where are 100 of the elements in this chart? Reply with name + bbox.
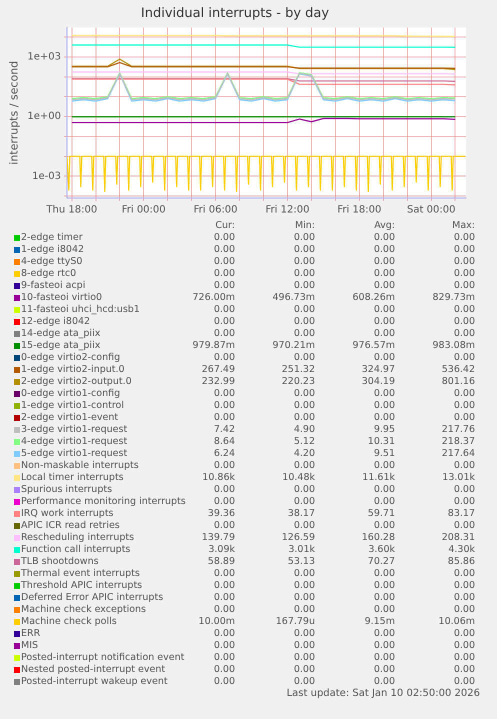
legend-label: TLB shootdowns [21, 556, 99, 568]
legend-label: Machine check exceptions [21, 604, 146, 616]
text: 4.90 [292, 424, 315, 436]
text: 217.76 [440, 424, 475, 436]
legend-label: Performance monitoring interrupts [21, 496, 186, 508]
text: 58.89 [206, 556, 235, 568]
text: 3.01k [287, 544, 315, 556]
text: 0.00 [292, 304, 315, 316]
text: 0.00 [452, 244, 475, 256]
text: Min: [294, 220, 315, 232]
y-tick-label: 1e-03 [32, 170, 61, 182]
text: 0.00 [292, 628, 315, 640]
text: 608.26m [352, 292, 395, 304]
text: 0.00 [292, 268, 315, 280]
text: 0.00 [372, 400, 395, 412]
text: 83.17 [446, 508, 475, 520]
legend-label: 12-edge i8042 [21, 316, 90, 328]
text: 0.00 [372, 484, 395, 496]
text: 0.00 [292, 520, 315, 532]
text: 0.00 [212, 352, 235, 364]
text: 0.00 [372, 412, 395, 424]
text: 983.08m [432, 340, 475, 352]
text: 0.00 [452, 232, 475, 244]
text: 10.31 [366, 436, 395, 448]
text: 126.59 [280, 532, 315, 544]
text: 0.00 [292, 676, 315, 688]
text: 11.61k [361, 472, 395, 484]
text: 0.00 [452, 412, 475, 424]
text: 4.20 [292, 448, 315, 460]
text: 0.00 [292, 412, 315, 424]
text: 0.00 [292, 388, 315, 400]
legend-label: 1-edge i8042 [21, 244, 84, 256]
text: 0.00 [452, 568, 475, 580]
text: 139.79 [200, 532, 235, 544]
legend-label: Posted-interrupt notification event [21, 652, 184, 664]
text: 0.00 [292, 664, 315, 676]
text: 0.00 [372, 568, 395, 580]
text: 0.00 [292, 256, 315, 268]
legend-label: 15-edge ata_piix [21, 340, 100, 352]
legend-label: 5-edge virtio1-request [21, 448, 128, 460]
text: 0.00 [212, 484, 235, 496]
text: 0.00 [452, 580, 475, 592]
text: 0.00 [212, 328, 235, 340]
legend-label: 1-edge virtio2-input.0 [21, 364, 125, 376]
text: 59.71 [366, 508, 395, 520]
text: 0.00 [452, 304, 475, 316]
text: 0.00 [212, 460, 235, 472]
text: 0.00 [452, 652, 475, 664]
text: 3.09k [207, 544, 235, 556]
text: 0.00 [292, 640, 315, 652]
text: 801.16 [440, 376, 475, 388]
text: 0.00 [212, 592, 235, 604]
text: 0.00 [452, 268, 475, 280]
text: 829.73m [432, 292, 475, 304]
text: 0.00 [214, 496, 235, 507]
text: 0.00 [292, 352, 315, 364]
legend-label: Threshold APIC interrupts [21, 580, 142, 592]
text: Last update: Sat Jan 10 02:50:00 2026 [286, 688, 480, 700]
text: 220.23 [280, 376, 315, 388]
legend-label: Deferred Error APIC interrupts [21, 592, 164, 604]
text: 0.00 [372, 664, 395, 676]
text: 0.00 [212, 316, 235, 328]
y-tick-label: 1e+00 [27, 111, 61, 122]
text: 167.79u [274, 616, 315, 628]
text: 0.00 [292, 652, 315, 664]
legend-label: 3-edge virtio1-request [21, 424, 128, 436]
text: 0.00 [372, 652, 395, 664]
text: 0.00 [212, 388, 235, 400]
text: 10.06m [438, 616, 475, 628]
text: 9.15m [364, 616, 395, 628]
text: 0.00 [214, 676, 235, 687]
legend-label: Thermal event interrupts [21, 568, 140, 580]
text: 0.00 [212, 256, 235, 268]
text: 0.00 [212, 640, 235, 652]
text: 304.19 [360, 376, 395, 388]
legend-label: MIS [21, 640, 38, 652]
text: 0.00 [452, 316, 475, 328]
text: 0.00 [452, 592, 475, 604]
text: 0.00 [372, 304, 395, 316]
text: 208.31 [440, 532, 475, 544]
text: 0.00 [452, 484, 475, 496]
text: 70.27 [366, 556, 395, 568]
text: 0.00 [292, 400, 315, 412]
legend-label: Machine check polls [21, 616, 117, 628]
y-tick-label: 1e+03 [27, 52, 61, 63]
legend-label: 4-edge ttyS0 [21, 256, 82, 268]
legend-label: 2-edge virtio1-event [21, 412, 118, 424]
text: 0.00 [372, 580, 395, 592]
text: 0.00 [292, 568, 315, 580]
legend-label: Non-maskable interrupts [21, 460, 139, 472]
text: 267.49 [200, 364, 235, 376]
x-tick-label: Fri 00:00 [122, 204, 166, 216]
text: 0.00 [292, 316, 315, 328]
text: 0.00 [452, 676, 475, 688]
text: 53.13 [286, 556, 315, 568]
text: 0.00 [372, 496, 395, 508]
text: 0.00 [372, 232, 395, 244]
legend-label: 4-edge virtio1-request [21, 436, 128, 448]
text: 0.00 [372, 592, 395, 604]
text: 0.00 [292, 244, 315, 256]
